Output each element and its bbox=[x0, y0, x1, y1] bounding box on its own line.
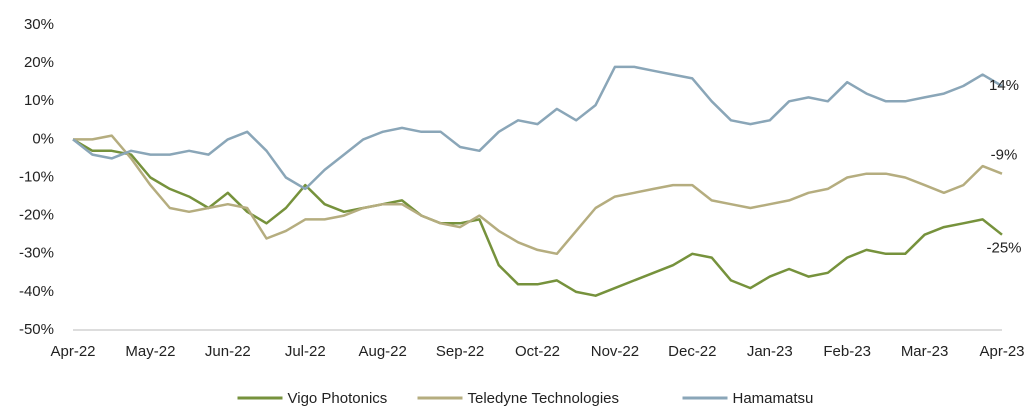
x-tick-label: Mar-23 bbox=[901, 343, 949, 360]
x-tick-label: Oct-22 bbox=[515, 343, 560, 360]
y-tick-label: -40% bbox=[19, 283, 54, 300]
x-tick-label: Aug-22 bbox=[358, 343, 406, 360]
x-tick-label: Jun-22 bbox=[205, 343, 251, 360]
y-tick-label: 30% bbox=[24, 16, 54, 33]
x-tick-label: Apr-22 bbox=[50, 343, 95, 360]
legend-label: Teledyne Technologies bbox=[468, 390, 620, 407]
data-label: -25% bbox=[986, 240, 1021, 257]
x-tick-label: Dec-22 bbox=[668, 343, 716, 360]
series-line bbox=[73, 134, 1003, 256]
y-tick-label: -20% bbox=[19, 207, 54, 224]
series-line bbox=[72, 138, 1003, 297]
x-tick-label: Jan-23 bbox=[747, 343, 793, 360]
y-tick-label: 0% bbox=[32, 130, 54, 147]
y-tick-label: 20% bbox=[24, 54, 54, 71]
x-tick-label: Jul-22 bbox=[285, 343, 326, 360]
legend-label: Hamamatsu bbox=[733, 390, 814, 407]
x-tick-label: Feb-23 bbox=[823, 343, 871, 360]
series-line bbox=[72, 65, 1003, 191]
x-tick-label: Nov-22 bbox=[591, 343, 639, 360]
x-tick-label: May-22 bbox=[125, 343, 175, 360]
data-label: 14% bbox=[989, 77, 1019, 94]
x-tick-label: Sep-22 bbox=[436, 343, 484, 360]
legend-label: Vigo Photonics bbox=[288, 390, 388, 407]
y-tick-label: -50% bbox=[19, 321, 54, 338]
data-label: -9% bbox=[991, 147, 1018, 164]
y-tick-label: 10% bbox=[24, 92, 54, 109]
x-tick-label: Apr-23 bbox=[979, 343, 1024, 360]
y-tick-label: -10% bbox=[19, 168, 54, 185]
y-tick-label: -30% bbox=[19, 245, 54, 262]
